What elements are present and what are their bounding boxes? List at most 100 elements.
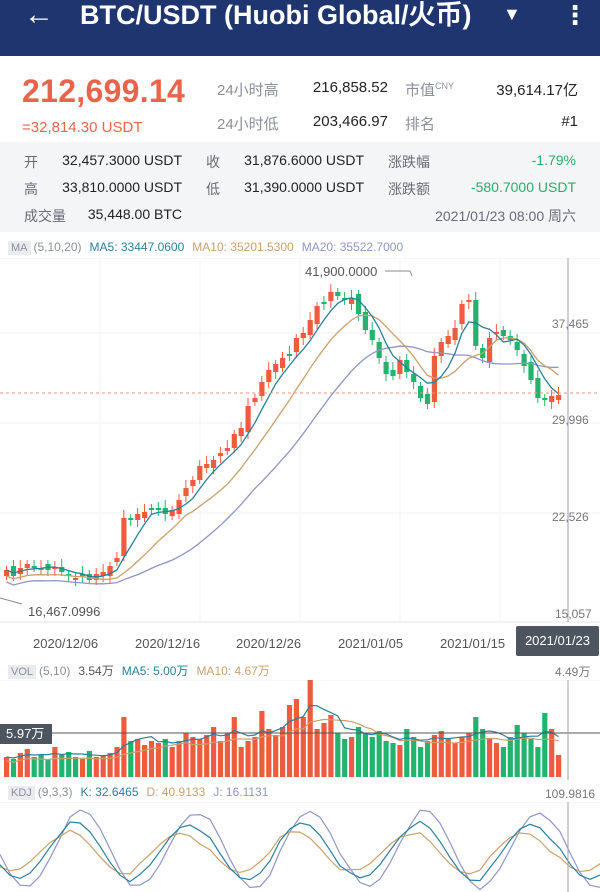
candle-body: [500, 330, 506, 336]
candle-body: [335, 292, 341, 296]
kdj-chart[interactable]: [0, 802, 600, 892]
candle-body: [528, 362, 534, 380]
ma10-value: MA10: 35201.5300: [192, 240, 294, 254]
volume-bar: [411, 737, 417, 777]
ma5-line: [6, 297, 559, 578]
volume-bar: [383, 741, 389, 777]
candle-body: [487, 338, 493, 362]
top-bar: ← BTC/USDT (Huobi Global/火币) ▼ ⋮: [0, 0, 600, 56]
candle-body: [31, 566, 37, 568]
candle-body: [286, 354, 293, 356]
change-pct-label: 涨跌幅: [388, 154, 430, 170]
volume-bar: [431, 735, 437, 777]
volume-bar: [66, 752, 72, 777]
usdt-converted-price: =32,814.30 USDT: [22, 119, 143, 136]
volume-bar: [286, 705, 293, 777]
volume-bar: [252, 737, 258, 777]
low-value: 31,390.0000 USDT: [244, 179, 364, 195]
candle-body: [107, 566, 113, 576]
x-date-3: 2020/12/26: [236, 636, 302, 651]
y-tick-3: 22,526: [552, 510, 589, 524]
volume-bar: [190, 737, 196, 777]
change-pct-value: -1.79%: [531, 152, 576, 168]
stats-panel: 开 32,457.3000 USDT 收 31,876.6000 USDT 涨跌…: [0, 142, 600, 232]
vol-tag[interactable]: VOL: [8, 665, 37, 679]
candle-body: [238, 428, 244, 436]
volume-bar: [487, 739, 493, 777]
candle-body: [155, 508, 161, 510]
last-price: 212,699.14: [22, 73, 186, 109]
candle-body: [148, 508, 155, 510]
candle-body: [4, 570, 10, 576]
candle-body: [438, 342, 444, 356]
kdj-j-line: [0, 809, 600, 891]
volume-bar: [459, 737, 465, 777]
volume-bar: [211, 727, 217, 777]
low-label: 低: [206, 181, 220, 197]
candle-body: [556, 395, 562, 400]
candle-body: [459, 304, 465, 324]
volume-bar: [128, 741, 134, 777]
candle-body: [397, 360, 403, 374]
candle-body: [128, 518, 134, 520]
volume-bar: [224, 733, 230, 777]
volume-bar: [418, 747, 424, 777]
change-amt-value: -580.7000 USDT: [470, 179, 576, 195]
volume-bar: [321, 723, 327, 777]
volume-bar: [542, 713, 548, 777]
volume-bar: [266, 729, 272, 777]
close-value: 31,876.6000 USDT: [244, 152, 364, 168]
market-cap-value: 39,614.17亿: [496, 82, 578, 99]
dropdown-caret-icon[interactable]: ▼: [503, 4, 521, 24]
volume-bar: [197, 739, 203, 777]
volume-bar: [500, 747, 506, 777]
ma10-line: [6, 314, 559, 580]
pair-title[interactable]: BTC/USDT (Huobi Global/火币): [80, 0, 472, 30]
kdj-params: (9,3,3): [37, 785, 73, 799]
candle-body: [100, 572, 106, 576]
kdj-max-label: 109.9816: [545, 787, 596, 801]
candle-body: [183, 488, 189, 496]
candle-body: [24, 564, 30, 568]
candle-body: [59, 567, 65, 572]
candle-body: [121, 518, 127, 556]
volume-bar: [314, 729, 320, 777]
candle-body: [79, 574, 86, 576]
volume-bar: [176, 741, 182, 777]
vol-legend: VOL (5,10) 3.54万 MA5: 5.00万 MA10: 4.67万: [8, 662, 278, 679]
candle-body: [355, 294, 362, 314]
kdj-tag[interactable]: KDJ: [8, 786, 35, 800]
volume-bar: [17, 753, 23, 777]
volume-bar: [507, 737, 513, 777]
candle-body: [293, 338, 299, 352]
kdj-k-line: [0, 820, 600, 883]
candle-body: [252, 398, 258, 402]
ma-tag[interactable]: MA: [8, 241, 31, 255]
volume-chart[interactable]: [0, 680, 600, 780]
ma-legend: MA (5,10,20) MA5: 33447.0600 MA10: 35201.53…: [8, 240, 403, 255]
candle-body: [142, 512, 148, 518]
volume-bar: [231, 717, 237, 777]
volume-bar: [142, 745, 148, 777]
volume-bar: [355, 727, 362, 777]
volume-bar: [245, 741, 251, 777]
candle-body: [514, 342, 520, 350]
candlestick-chart[interactable]: [0, 258, 600, 628]
vol-cursor-badge: 5.97万: [0, 724, 52, 744]
volume-bar: [556, 755, 562, 777]
vol-ma5-value: MA5: 5.00万: [121, 664, 189, 678]
candle-body: [280, 358, 286, 368]
vol-params: (5,10): [39, 664, 71, 678]
market-cap-label: 市值CNY: [405, 81, 455, 99]
y-tick-2: 29,996: [552, 413, 589, 427]
back-arrow-icon[interactable]: ←: [24, 0, 54, 31]
candle-body: [135, 514, 141, 520]
vol-ma5-line: [6, 704, 559, 759]
vol-ma10-line: [6, 718, 559, 763]
volume-bar: [217, 741, 224, 777]
volume-bar: [100, 755, 106, 777]
volume-bar: [183, 733, 189, 777]
more-menu-icon[interactable]: ⋮: [562, 0, 588, 30]
volume-bar: [424, 741, 431, 777]
candle-body: [66, 574, 72, 576]
